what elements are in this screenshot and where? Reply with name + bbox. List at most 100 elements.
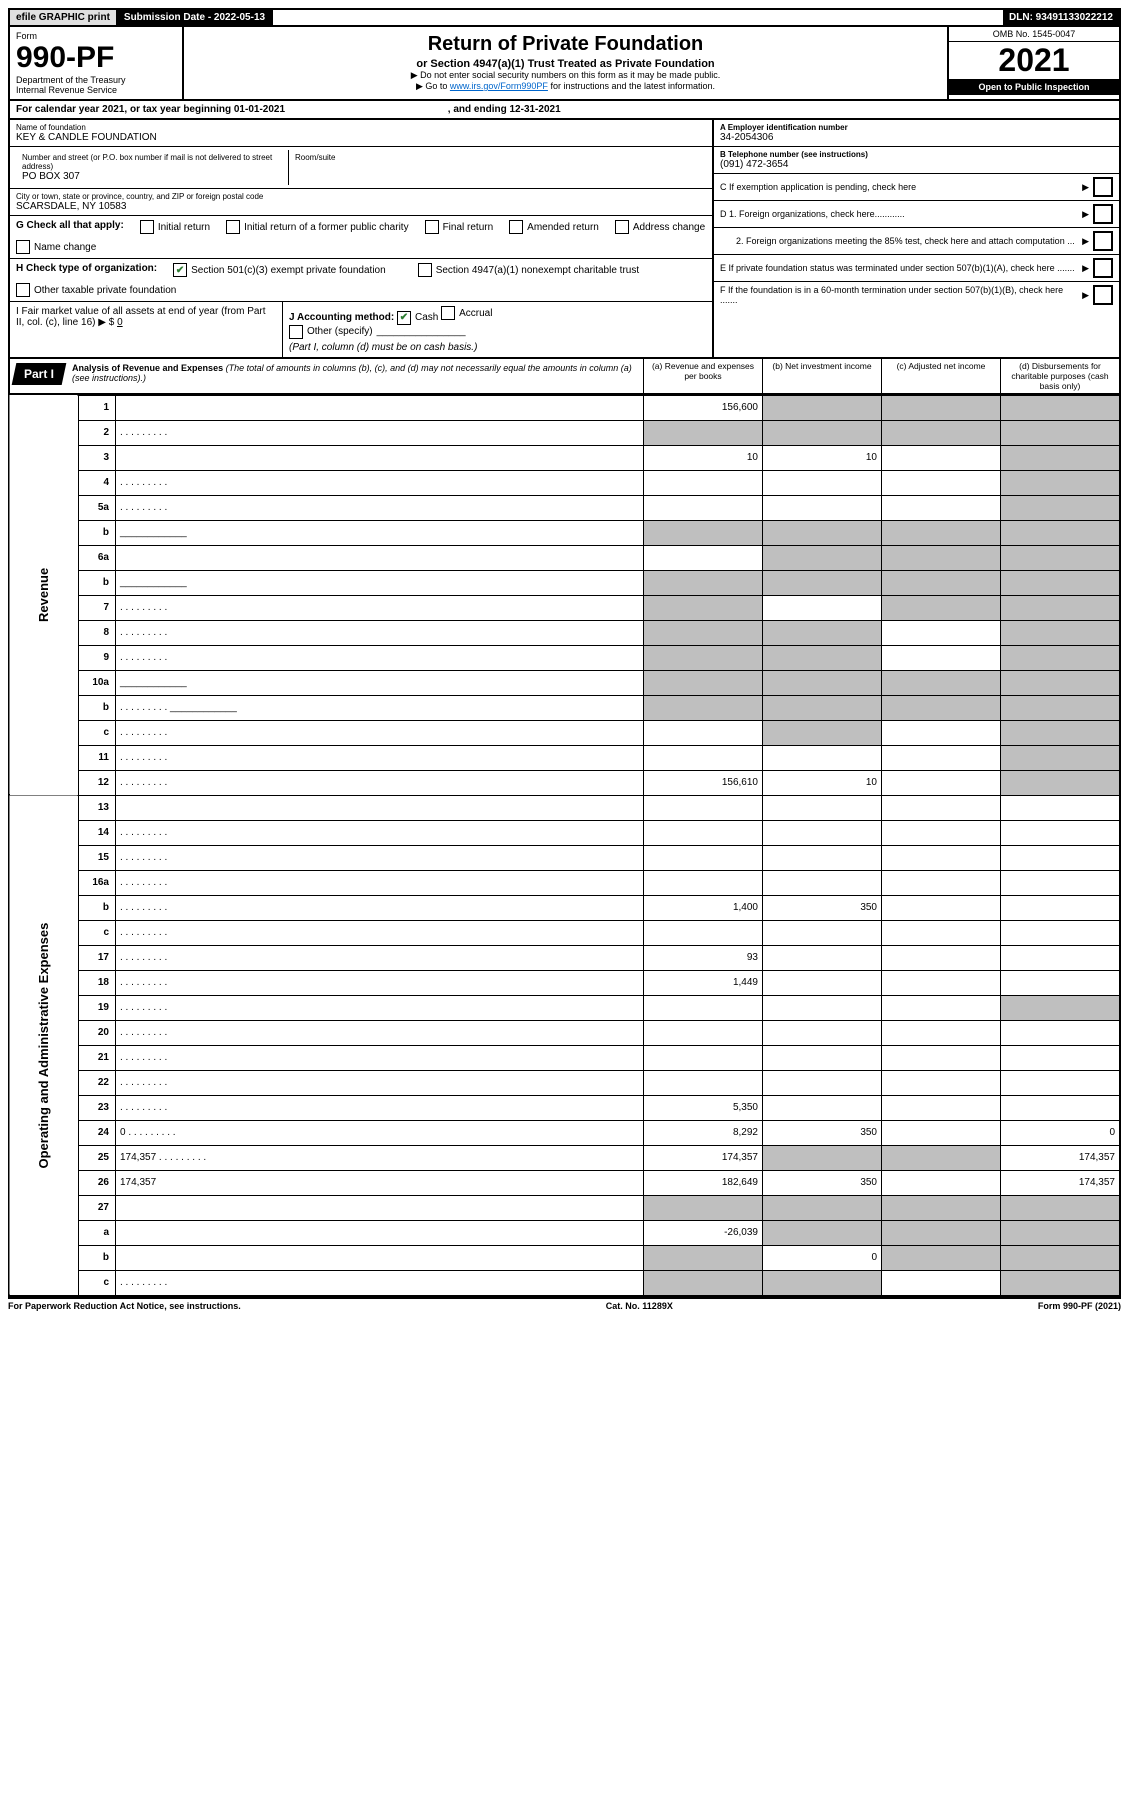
chk-amended-return[interactable]: Amended return [509,220,599,234]
amount-cell-d [1001,745,1121,770]
chk-f[interactable] [1093,285,1113,305]
line-number: 25 [79,1145,116,1170]
chk-cash[interactable]: Cash [397,311,438,325]
chk-address-change[interactable]: Address change [615,220,705,234]
amount-cell-b [763,1095,882,1120]
amount-cell-c [882,1170,1001,1195]
amount-cell-c [882,845,1001,870]
table-row: 31010 [9,445,1120,470]
line-description [116,1270,644,1296]
chk-e[interactable] [1093,258,1113,278]
line-description: ____________ [116,695,644,720]
table-row: b ____________ [9,695,1120,720]
amount-cell-b [763,920,882,945]
line-description [116,745,644,770]
h-row: H Check type of organization: Section 50… [10,259,712,302]
amount-cell-b [763,1070,882,1095]
chk-d2[interactable] [1093,231,1113,251]
table-row: 12156,61010 [9,770,1120,795]
chk-other-method[interactable]: Other (specify) ________________ [289,325,466,339]
amount-cell-c [882,645,1001,670]
chk-accrual[interactable]: Accrual [441,306,492,320]
amount-cell-b: 350 [763,1120,882,1145]
line-number: 7 [79,595,116,620]
line-description [116,595,644,620]
amount-cell-b [763,470,882,495]
line-description [116,720,644,745]
amount-cell-a [644,1195,763,1220]
line-description [116,895,644,920]
amount-cell-b [763,520,882,545]
amount-cell-d [1001,1095,1121,1120]
amount-cell-a [644,645,763,670]
chk-other-taxable[interactable]: Other taxable private foundation [16,283,176,297]
line-number: 22 [79,1070,116,1095]
open-inspection: Open to Public Inspection [949,79,1119,95]
tax-year: 2021 [949,42,1119,79]
amount-cell-a: 5,350 [644,1095,763,1120]
line-number: 19 [79,995,116,1020]
table-row: 19 [9,995,1120,1020]
table-row: 6a [9,545,1120,570]
amount-cell-d [1001,770,1121,795]
amount-cell-b [763,545,882,570]
chk-c[interactable] [1093,177,1113,197]
form-header: Form 990-PF Department of the Treasury I… [8,27,1121,101]
chk-initial-former[interactable]: Initial return of a former public charit… [226,220,409,234]
line-description: ____________ [116,520,644,545]
line-description: 0 [116,1120,644,1145]
amount-cell-b [763,420,882,445]
table-row: 14 [9,820,1120,845]
foundation-name-cell: Name of foundation KEY & CANDLE FOUNDATI… [10,120,712,147]
amount-cell-c [882,895,1001,920]
line-number: c [79,920,116,945]
amount-cell-c [882,1095,1001,1120]
amount-cell-c [882,595,1001,620]
chk-final-return[interactable]: Final return [425,220,494,234]
amount-cell-b [763,970,882,995]
chk-501c3[interactable]: Section 501(c)(3) exempt private foundat… [173,263,386,277]
table-row: c [9,920,1120,945]
line-number: c [79,720,116,745]
amount-cell-d [1001,470,1121,495]
chk-name-change[interactable]: Name change [16,240,96,254]
line-number: 20 [79,1020,116,1045]
line-description [116,770,644,795]
amount-cell-d [1001,445,1121,470]
amount-cell-c [882,770,1001,795]
line-description [116,820,644,845]
efile-box[interactable]: efile GRAPHIC print [10,10,118,25]
form-number: 990-PF [16,41,176,75]
amount-cell-b [763,1195,882,1220]
chk-initial-return[interactable]: Initial return [140,220,210,234]
chk-4947[interactable]: Section 4947(a)(1) nonexempt charitable … [418,263,639,277]
line-number: 14 [79,820,116,845]
amount-cell-c [882,445,1001,470]
amount-cell-b [763,995,882,1020]
amount-cell-b [763,1220,882,1245]
amount-cell-c [882,1145,1001,1170]
amount-cell-a: 156,600 [644,395,763,420]
amount-cell-a [644,620,763,645]
line-number: 21 [79,1045,116,1070]
line-description [116,795,644,820]
footer-row: For Paperwork Reduction Act Notice, see … [8,1297,1121,1311]
amount-cell-c [882,1070,1001,1095]
irs-link[interactable]: www.irs.gov/Form990PF [450,81,548,91]
table-row: 20 [9,1020,1120,1045]
table-row: Operating and Administrative Expenses13 [9,795,1120,820]
line-number: 4 [79,470,116,495]
table-row: 4 [9,470,1120,495]
form-word: Form [16,31,176,41]
table-row: 10a ____________ [9,670,1120,695]
amount-cell-b: 10 [763,770,882,795]
amount-cell-b [763,720,882,745]
amount-cell-c [882,1245,1001,1270]
part1-tag: Part I [12,363,67,385]
chk-d1[interactable] [1093,204,1113,224]
line-description [116,1070,644,1095]
ein-cell: A Employer identification number 34-2054… [714,120,1119,147]
amount-cell-c [882,1220,1001,1245]
i-cell: I Fair market value of all assets at end… [10,302,283,357]
line-description: 174,357 [116,1170,644,1195]
